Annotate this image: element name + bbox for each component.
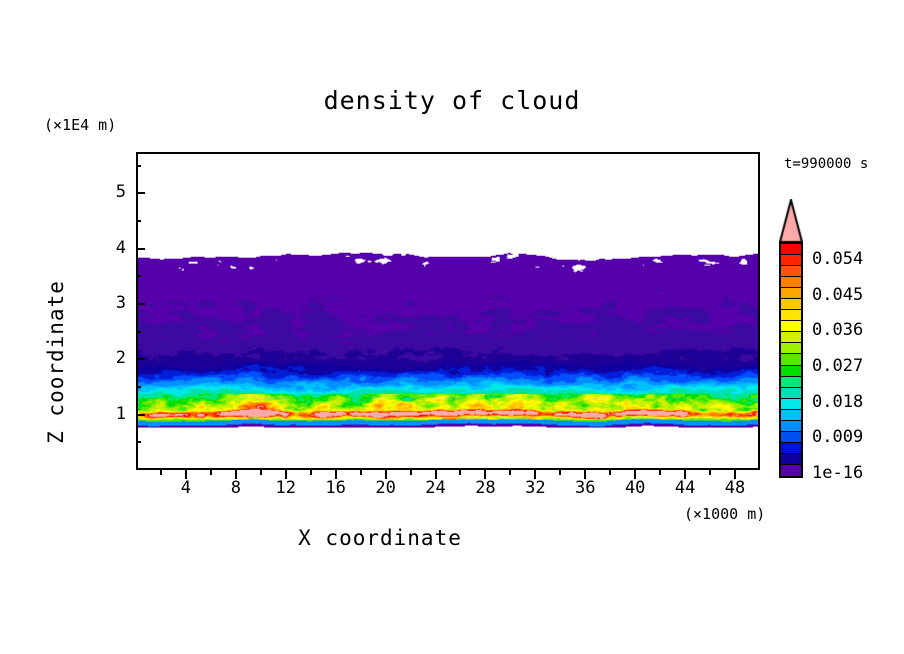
colorbar-band	[781, 398, 801, 410]
x-tick-label: 40	[624, 478, 646, 498]
colorbar-band	[781, 321, 801, 333]
y-tick-minor	[136, 220, 141, 223]
x-tick-major	[434, 470, 437, 479]
x-axis-unit-label: (×1000 m)	[684, 505, 766, 523]
x-tick-major	[284, 470, 287, 479]
x-tick-label: 48	[724, 478, 746, 498]
x-tick-minor	[709, 470, 712, 475]
y-tick-minor	[136, 164, 141, 167]
colorbar-tick-label: 0.009	[812, 427, 864, 448]
colorbar-band	[781, 442, 801, 454]
x-tick-minor	[159, 470, 162, 475]
contour-plot-area	[136, 152, 760, 470]
colorbar-arrow-tip-icon	[779, 199, 803, 243]
y-tick-minor	[136, 386, 141, 389]
y-tick-label: 5	[115, 182, 126, 203]
x-tick-major	[234, 470, 237, 479]
x-axis-title: X coordinate	[298, 526, 462, 550]
y-tick-label: 3	[115, 293, 126, 314]
colorbar-tick-label: 0.036	[812, 320, 864, 341]
colorbar-band	[781, 376, 801, 388]
x-tick-minor	[559, 470, 562, 475]
x-tick-label: 8	[230, 478, 241, 498]
x-tick-label: 24	[425, 478, 446, 498]
y-tick-label: 1	[115, 403, 126, 424]
x-tick-major	[384, 470, 387, 479]
colorbar-band	[781, 266, 801, 278]
x-tick-minor	[359, 470, 362, 475]
y-tick-label: 2	[115, 348, 126, 369]
x-tick-major	[484, 470, 487, 479]
x-tick-label: 32	[525, 478, 546, 498]
colorbar	[779, 242, 803, 478]
y-tick-major	[136, 303, 145, 306]
x-tick-label: 36	[575, 478, 596, 498]
x-tick-label: 4	[180, 478, 192, 498]
cloud-density-field	[138, 154, 758, 468]
x-tick-major	[584, 470, 587, 479]
colorbar-tick-label: 0.018	[812, 391, 864, 412]
y-tick-major	[136, 358, 145, 361]
x-tick-label: 28	[475, 478, 496, 498]
colorbar-tick-label: 1e-16	[812, 463, 864, 483]
x-tick-major	[684, 470, 687, 479]
x-tick-label: 12	[275, 478, 296, 498]
colorbar-band	[781, 277, 801, 289]
y-tick-major	[136, 413, 145, 416]
colorbar-band	[781, 420, 801, 432]
colorbar-band	[781, 332, 801, 344]
x-tick-minor	[509, 470, 512, 475]
colorbar-band	[781, 255, 801, 267]
x-tick-major	[734, 470, 737, 479]
x-tick-label: 20	[375, 478, 396, 498]
x-tick-major	[534, 470, 537, 479]
x-tick-minor	[409, 470, 412, 475]
x-tick-major	[634, 470, 637, 479]
x-tick-label: 44	[674, 478, 696, 498]
colorbar-band	[781, 464, 801, 476]
y-tick-label: 4	[115, 237, 126, 258]
y-tick-minor	[136, 330, 141, 333]
colorbar-band	[781, 244, 801, 256]
x-tick-minor	[459, 470, 462, 475]
page-title: density of cloud	[323, 86, 581, 115]
y-axis-unit-label: (×1E4 m)	[44, 116, 117, 134]
colorbar-band	[781, 343, 801, 355]
y-tick-minor	[136, 275, 141, 278]
x-tick-major	[334, 470, 337, 479]
time-annotation: t=990000 s	[784, 156, 869, 172]
colorbar-band	[781, 365, 801, 377]
x-tick-minor	[209, 470, 212, 475]
y-axis-title: Z coordinate	[44, 280, 68, 444]
x-tick-minor	[609, 470, 612, 475]
colorbar-band	[781, 354, 801, 366]
colorbar-tick-label: 0.045	[812, 284, 864, 305]
colorbar-band	[781, 387, 801, 399]
y-tick-minor	[136, 441, 141, 444]
x-tick-minor	[259, 470, 262, 475]
x-tick-minor	[659, 470, 662, 475]
colorbar-band	[781, 409, 801, 421]
y-tick-major	[136, 192, 145, 195]
colorbar-tick-label: 0.027	[812, 356, 864, 376]
x-tick-major	[184, 470, 187, 479]
colorbar-band	[781, 310, 801, 322]
colorbar-tick-label: 0.054	[812, 249, 864, 269]
x-tick-label: 16	[325, 478, 346, 498]
colorbar-band	[781, 288, 801, 300]
colorbar-band	[781, 299, 801, 311]
colorbar-band	[781, 453, 801, 465]
colorbar-band	[781, 431, 801, 443]
y-tick-major	[136, 247, 145, 250]
x-tick-minor	[309, 470, 312, 475]
